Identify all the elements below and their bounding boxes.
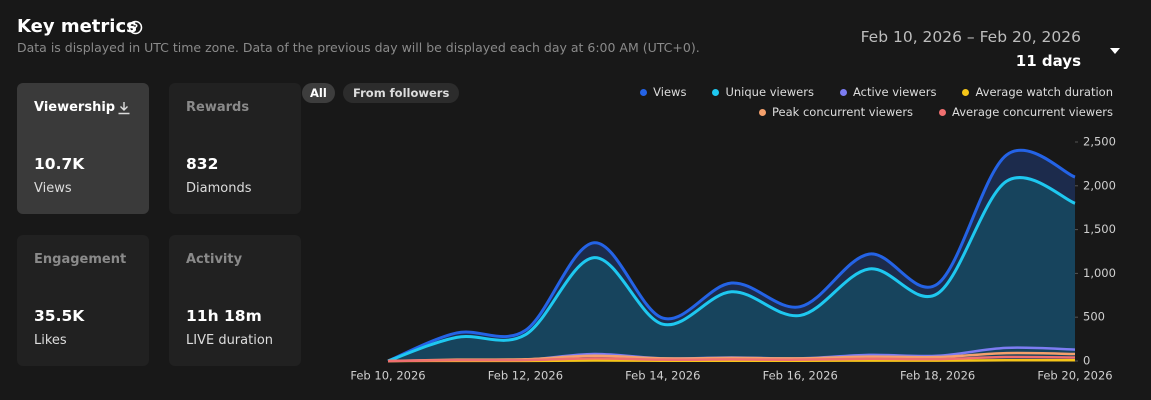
duration: 11 days — [1015, 52, 1081, 70]
legend-label: Unique viewers — [725, 85, 814, 99]
card-value: 11h 18m — [186, 307, 262, 325]
legend-label: Peak concurrent viewers — [772, 105, 914, 119]
legend-item[interactable]: Active viewers — [839, 85, 937, 99]
metric-card[interactable]: Rewards 832 Diamonds — [169, 83, 301, 214]
legend: Views Unique viewers Active viewers Average… — [640, 85, 1113, 99]
card-value: 832 — [186, 155, 219, 173]
legend-item[interactable]: Views — [640, 85, 686, 99]
legend-item[interactable]: Average watch duration — [962, 85, 1113, 99]
help-icon[interactable]: ? — [128, 20, 143, 35]
x-tick-label: Feb 10, 2026 — [350, 369, 425, 383]
card-label: Views — [34, 181, 72, 196]
card-label: Diamonds — [186, 181, 252, 196]
y-tick-label: 2,500 — [1083, 135, 1116, 149]
card-value: 35.5K — [34, 307, 85, 325]
x-tick-label: Feb 16, 2026 — [763, 369, 838, 383]
y-tick-label: 1,500 — [1083, 222, 1116, 236]
card-title: Engagement — [34, 252, 127, 267]
legend-swatch — [712, 88, 720, 96]
svg-text:?: ? — [133, 24, 138, 34]
y-tick-label: 500 — [1083, 310, 1105, 324]
card-label: Likes — [34, 333, 67, 348]
x-tick-label: Feb 18, 2026 — [900, 369, 975, 383]
legend: Peak concurrent viewers Average concurren… — [759, 105, 1113, 119]
y-tick-label: 2,000 — [1083, 178, 1116, 192]
chart: 0 500 1,000 1,500 2,000 2,500 Feb 10, 2026 Feb … — [350, 135, 1116, 383]
legend-item[interactable]: Unique viewers — [712, 85, 814, 99]
card-title: Viewership — [34, 100, 116, 115]
legend-label: Active viewers — [852, 85, 937, 99]
card-title: Rewards — [186, 100, 250, 115]
date-range[interactable]: Feb 10, 2026 – Feb 20, 2026 — [860, 28, 1081, 46]
y-tick-label: 1,000 — [1083, 266, 1116, 280]
page-title: Key metrics — [17, 16, 137, 37]
subtitle: Data is displayed in UTC time zone. Data… — [17, 40, 700, 55]
legend-swatch — [640, 88, 648, 96]
x-tick-label: Feb 20, 2026 — [1037, 369, 1112, 383]
area-fill — [388, 177, 1075, 361]
legend-swatch — [759, 108, 767, 116]
card-value: 10.7K — [34, 155, 85, 173]
legend-swatch — [839, 88, 847, 96]
filter-pill[interactable]: From followers — [343, 83, 460, 103]
card-label: LIVE duration — [186, 333, 274, 348]
legend-label: Average watch duration — [975, 85, 1113, 99]
filter-pill[interactable]: All — [302, 83, 335, 103]
legend-item[interactable]: Average concurrent viewers — [939, 105, 1113, 119]
metric-card[interactable]: Engagement 35.5K Likes — [17, 235, 149, 366]
x-tick-label: Feb 14, 2026 — [625, 369, 700, 383]
metric-card[interactable]: Viewership 10.7K Views — [17, 83, 149, 214]
series-line — [387, 148, 1076, 363]
series-line — [387, 176, 1076, 363]
metric-card[interactable]: Activity 11h 18m LIVE duration — [169, 235, 301, 366]
download-icon[interactable] — [117, 101, 131, 115]
legend-label: Average concurrent viewers — [952, 105, 1113, 119]
x-tick-label: Feb 12, 2026 — [488, 369, 563, 383]
legend-swatch — [962, 88, 970, 96]
dropdown-caret[interactable] — [1109, 46, 1121, 56]
card-title: Activity — [186, 252, 243, 267]
y-tick-label: 0 — [1083, 354, 1090, 368]
series-line — [387, 355, 1076, 363]
legend-item[interactable]: Peak concurrent viewers — [759, 105, 913, 119]
legend-swatch — [939, 108, 947, 116]
legend-label: Views — [653, 85, 687, 99]
